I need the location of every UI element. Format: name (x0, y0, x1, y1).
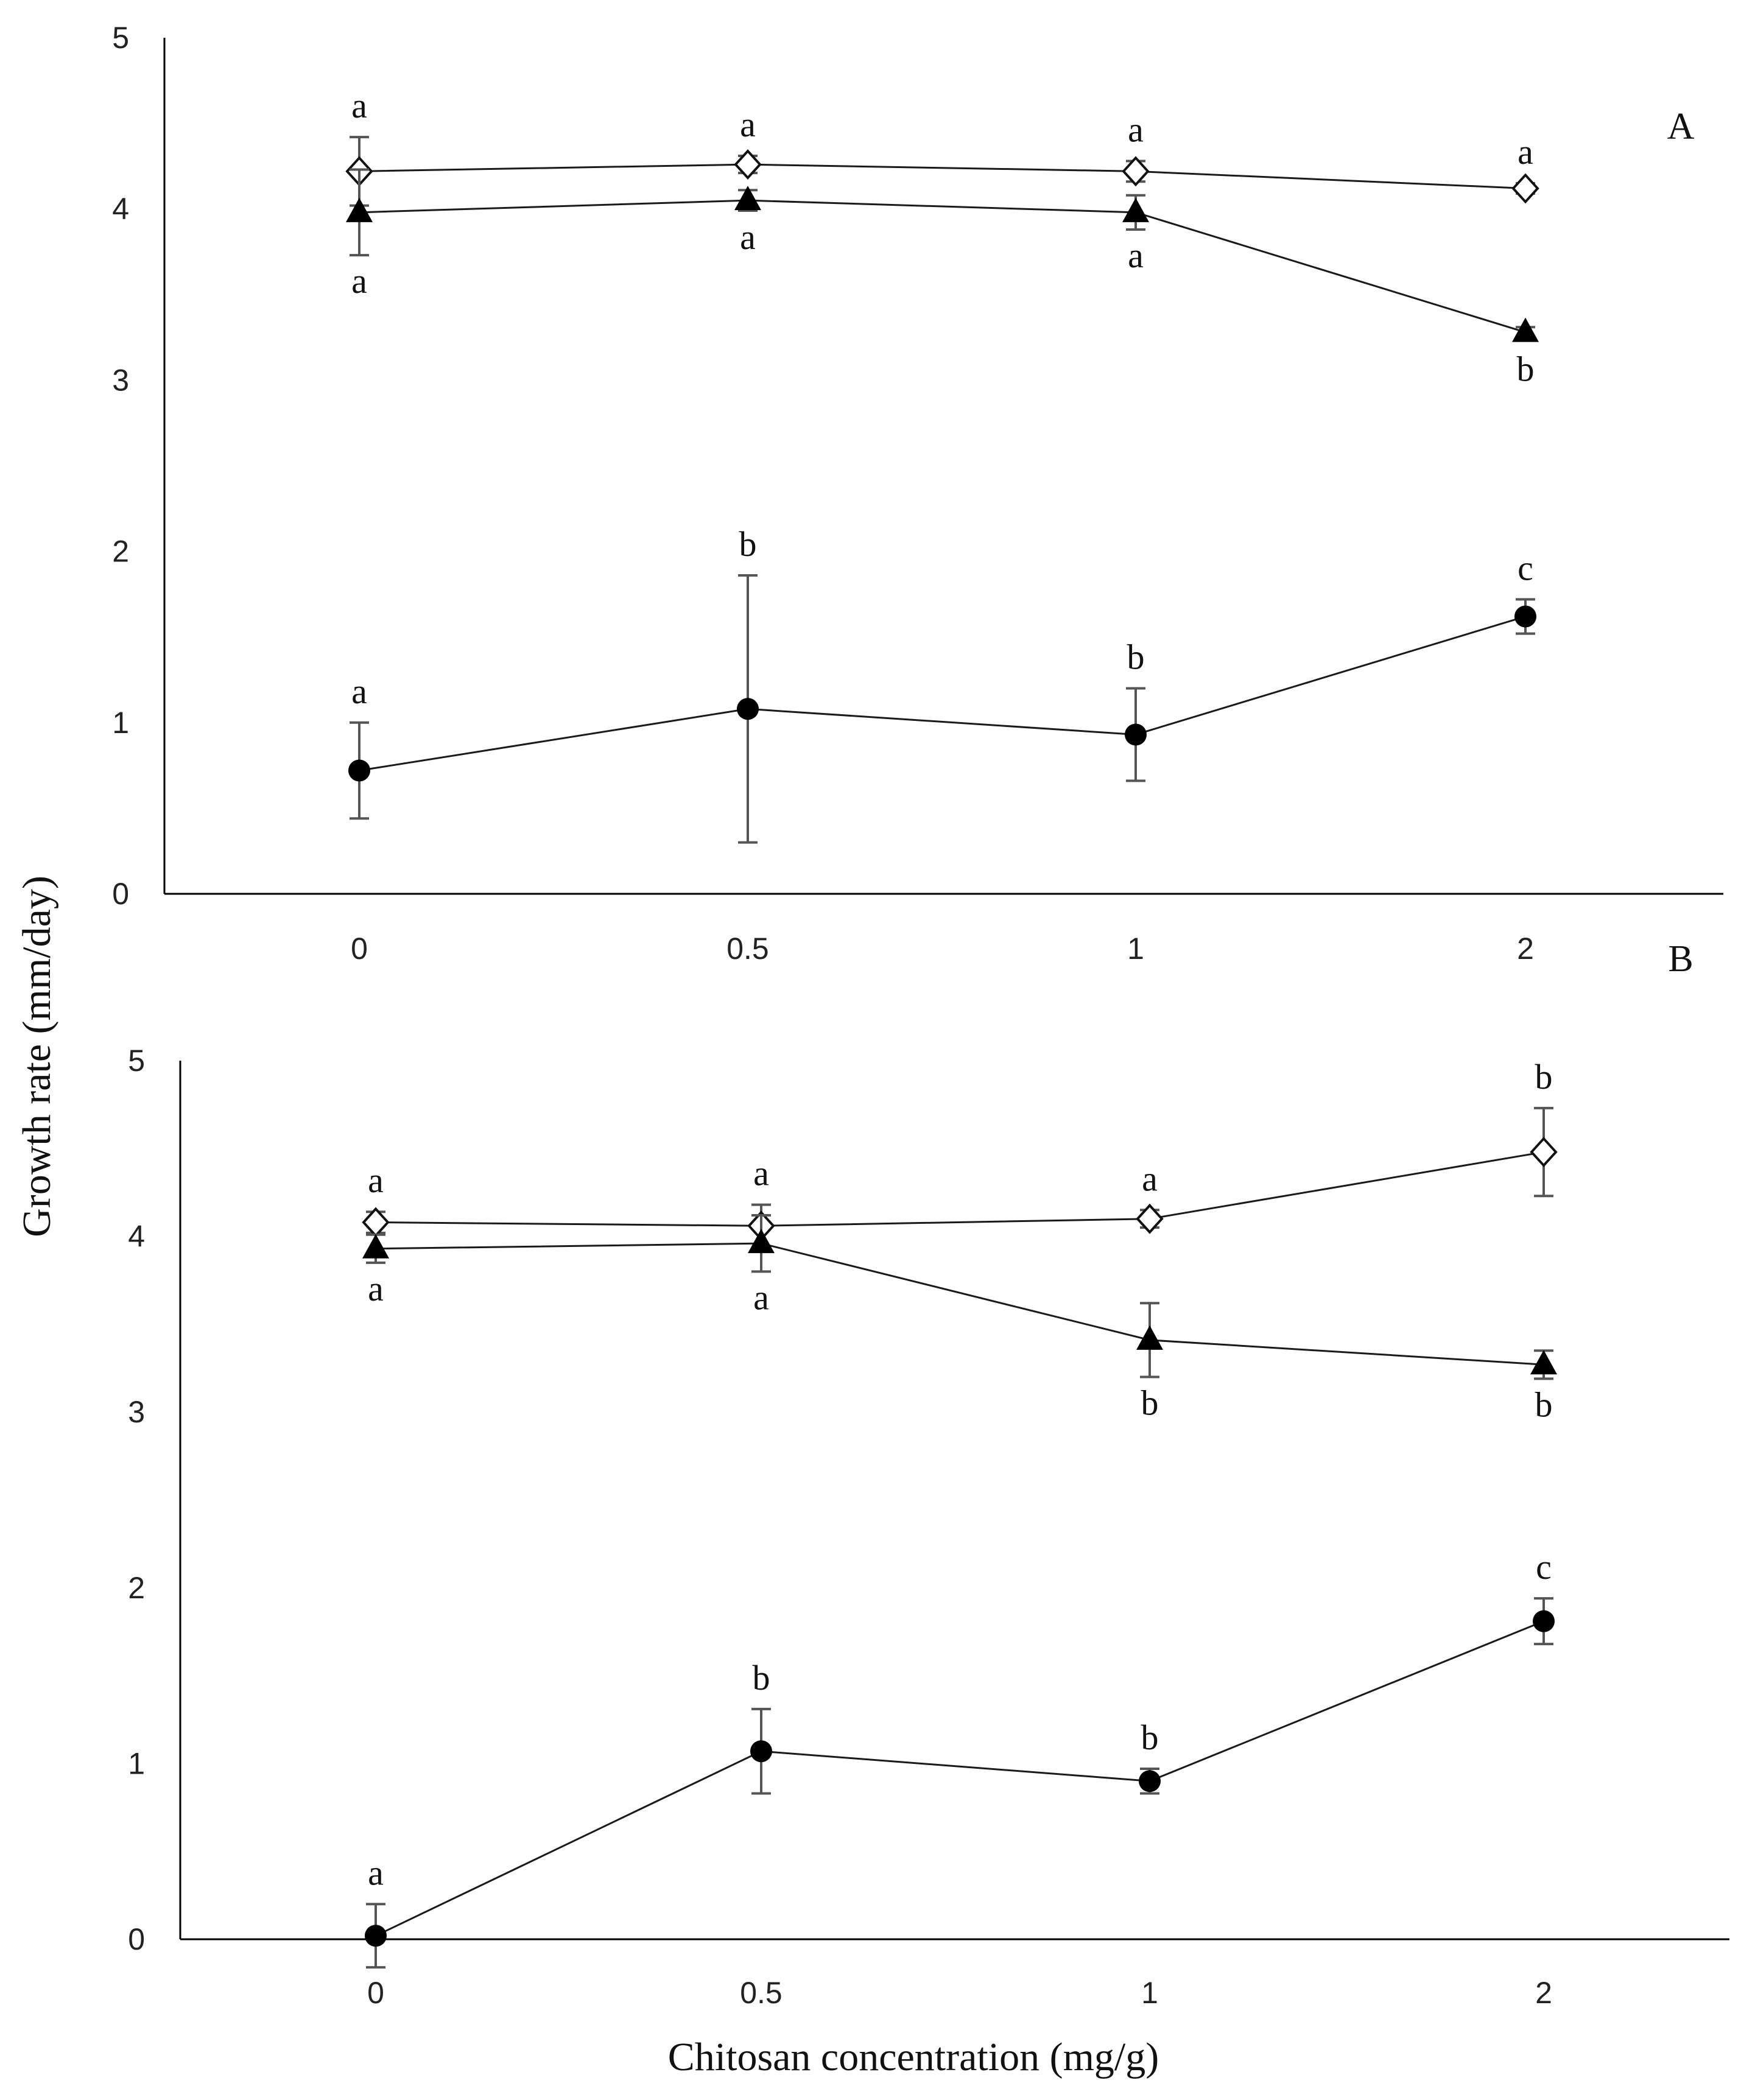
significance-letter: a (1128, 236, 1144, 275)
data-point-triangle (362, 1234, 389, 1259)
series-line-filled-circle (375, 1620, 1544, 1937)
x-tick-label: 0 (367, 1976, 384, 2010)
series-line-filled-triangle (375, 1242, 1544, 1366)
data-point-circle (1533, 1610, 1555, 1632)
data-point-triangle (734, 186, 761, 211)
significance-letter: b (1127, 637, 1145, 677)
x-tick-label: 1 (1141, 1976, 1158, 2010)
data-point-diamond (1530, 1137, 1558, 1168)
data-point-triangle (1530, 1350, 1557, 1375)
data-point-triangle (346, 197, 373, 222)
significance-letter: a (753, 1277, 769, 1317)
panel-b: 0 1 2 3 4 5 0 0.5 1 2 Ba a a b a a b b a b b c (128, 938, 1729, 2010)
y-tick-label: 0 (128, 1922, 145, 1956)
significance-letter: a (368, 1853, 384, 1892)
y-tick-label: 1 (128, 1746, 145, 1780)
data-point-diamond (734, 149, 762, 180)
y-tick-label: 5 (128, 1044, 145, 1078)
series-line-filled-triangle (359, 199, 1526, 334)
significance-letter: a (351, 86, 367, 125)
significance-letter: a (351, 261, 367, 301)
y-tick-label: 5 (112, 21, 129, 55)
y-tick-label: 4 (128, 1220, 145, 1254)
significance-letter: c (1536, 1547, 1552, 1587)
data-point-triangle (1122, 197, 1149, 222)
y-tick-label: 4 (112, 192, 129, 226)
data-point-diamond (1136, 1203, 1164, 1234)
significance-letter: b (1535, 1385, 1553, 1424)
x-tick-label: 0 (351, 932, 368, 966)
data-point-diamond (1511, 173, 1539, 204)
panel-a: 0 1 2 3 4 5 0 0.5 1 2 Aa a a a a a a b a b b c (112, 21, 1723, 966)
significance-letter: b (1141, 1383, 1159, 1422)
y-tick-label: 0 (112, 877, 129, 911)
panel-label: A (1667, 106, 1695, 147)
x-tick-label: 2 (1535, 1976, 1552, 2010)
x-tick-label: 1 (1127, 932, 1144, 966)
x-axis-label: Chitosan concentration (mg/g) (668, 2035, 1159, 2079)
significance-letter: c (1518, 548, 1533, 588)
significance-letter: a (740, 217, 756, 257)
series-line-open-diamond (359, 163, 1526, 189)
significance-letter: a (368, 1161, 384, 1200)
significance-letter: b (1141, 1718, 1159, 1757)
data-point-circle (1139, 1770, 1161, 1793)
y-axis-label: Growth rate (mm/day) (15, 876, 59, 1237)
significance-letter: a (1518, 132, 1533, 172)
y-tick-label: 2 (112, 535, 129, 569)
significance-letter: a (753, 1154, 769, 1193)
x-tick-label: 0.5 (726, 932, 769, 966)
data-point-triangle (1512, 317, 1539, 342)
x-tick-label: 0.5 (740, 1976, 783, 2010)
y-tick-label: 1 (112, 706, 129, 740)
significance-letter: b (1517, 349, 1535, 389)
panel-label: B (1668, 938, 1693, 980)
data-point-circle (750, 1740, 772, 1763)
series-line-filled-circle (359, 616, 1526, 772)
significance-letter: b (739, 524, 757, 564)
y-tick-label: 2 (128, 1571, 145, 1605)
y-tick-label: 3 (128, 1395, 145, 1429)
data-point-circle (1125, 723, 1147, 746)
series-line-open-diamond (375, 1151, 1544, 1227)
significance-letter: a (1142, 1159, 1158, 1198)
y-tick-label: 3 (112, 363, 129, 397)
data-point-circle (365, 1925, 387, 1947)
significance-letter: a (351, 672, 367, 711)
x-tick-label: 2 (1517, 932, 1534, 966)
significance-letter: a (1128, 110, 1144, 149)
significance-letter: a (368, 1269, 384, 1308)
significance-letter: b (753, 1658, 770, 1698)
significance-letter: a (740, 105, 756, 144)
data-point-circle (1514, 605, 1536, 628)
significance-letter: b (1535, 1057, 1553, 1097)
data-point-circle (348, 759, 370, 782)
data-point-triangle (1136, 1325, 1163, 1350)
data-point-triangle (748, 1229, 775, 1254)
data-point-circle (737, 698, 759, 720)
data-point-diamond (1122, 156, 1150, 187)
